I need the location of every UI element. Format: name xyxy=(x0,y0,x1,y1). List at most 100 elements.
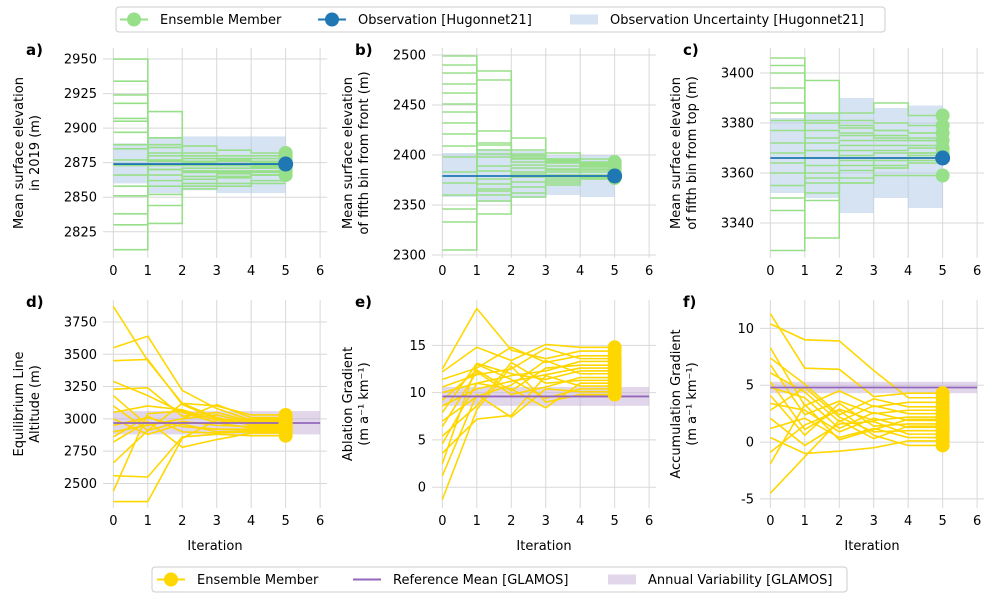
legend-label: Observation Uncertainty [Hugonnet21] xyxy=(610,13,864,28)
x-tick-label: 4 xyxy=(904,264,912,279)
y-axis-label: Mean surface elevationin 2019 (m) xyxy=(12,77,43,229)
legend-item: Observation Uncertainty [Hugonnet21] xyxy=(570,13,864,28)
ensemble-series-line xyxy=(441,364,615,401)
ensemble-series-line xyxy=(442,346,615,381)
ensemble-series-line xyxy=(442,168,615,251)
y-tick-label: 10 xyxy=(737,322,754,337)
y-axis-label-line: Equilibrium Line xyxy=(12,352,27,457)
ensemble-series-line xyxy=(770,134,943,252)
plot-area xyxy=(113,58,294,251)
ensemble-final-marker xyxy=(607,157,622,171)
y-axis-label: Accumulation Gradient(m a⁻¹ km⁻¹) xyxy=(669,329,700,478)
x-tick-label: 6 xyxy=(645,264,653,279)
ensemble-series-line xyxy=(441,382,615,445)
x-tick-label: 1 xyxy=(801,264,809,279)
y-tick-label: 3340 xyxy=(721,217,754,232)
panel-letter: a) xyxy=(26,41,43,59)
y-axis-label-line: in 2019 (m) xyxy=(28,115,43,191)
ensemble-series-line xyxy=(113,131,286,176)
x-tick-label: 2 xyxy=(835,514,843,529)
legend-label: Ensemble Member xyxy=(197,573,319,588)
x-tick-label: 0 xyxy=(109,264,117,279)
x-tick-label: 4 xyxy=(576,264,584,279)
panel-letter: c) xyxy=(683,41,699,59)
y-axis-label: Mean surface elevationof fifth bin from … xyxy=(669,76,700,230)
y-axis-label: Ablation Gradient(m a⁻¹ km⁻¹) xyxy=(341,347,372,461)
x-tick-label: 0 xyxy=(766,514,774,529)
ensemble-series-line xyxy=(441,362,615,413)
observation-marker xyxy=(935,150,951,166)
ensemble-series-line xyxy=(769,313,943,398)
x-tick-label: 3 xyxy=(542,264,550,279)
x-tick-label: 5 xyxy=(939,514,947,529)
y-tick-label: 0 xyxy=(418,481,426,496)
x-tick-label: 3 xyxy=(542,514,550,529)
x-tick-label: 1 xyxy=(144,264,152,279)
y-tick-label: 2300 xyxy=(393,249,426,264)
observation-marker xyxy=(278,156,294,172)
ensemble-series-line xyxy=(769,364,943,416)
ensemble-final-marker xyxy=(935,168,950,183)
x-tick-label: 3 xyxy=(870,514,878,529)
y-axis-label-line: Altitude (m) xyxy=(28,365,43,443)
y-axis-label-line: (m a⁻¹ km⁻¹) xyxy=(685,362,700,445)
legend-marker xyxy=(164,572,178,587)
ensemble-series-line xyxy=(442,64,615,163)
legend-label: Observation [Hugonnet21] xyxy=(358,13,532,28)
ensemble-final-marker xyxy=(935,108,950,123)
legend-marker xyxy=(127,12,141,27)
legend-top: Ensemble Member Observation [Hugonnet21] O… xyxy=(115,6,886,33)
y-tick-label: 3250 xyxy=(64,380,97,395)
x-tick-label: 5 xyxy=(611,264,619,279)
ensemble-series-line xyxy=(442,55,615,160)
grid xyxy=(760,300,984,508)
ensemble-series-line xyxy=(441,388,615,477)
x-tick-label: 1 xyxy=(473,264,481,279)
ensemble-series-line xyxy=(441,363,615,464)
x-tick-label: 2 xyxy=(178,264,186,279)
panel-letter: f) xyxy=(683,293,696,311)
x-tick-label: 1 xyxy=(473,514,481,529)
x-tick-label: 6 xyxy=(973,264,981,279)
x-tick-label: 2 xyxy=(835,264,843,279)
ensemble-series-line xyxy=(113,171,286,251)
panels: 0 1 2 3 4 5 6 2825 2850 2875 2900 2925 2950 a) Mean su… xyxy=(12,41,984,554)
panel-letter: d) xyxy=(26,293,44,311)
plot-area xyxy=(769,313,978,494)
legend-label: Reference Mean [GLAMOS] xyxy=(393,573,569,588)
x-tick-label: 1 xyxy=(144,514,152,529)
x-tick-label: 5 xyxy=(282,514,290,529)
y-tick-label: -5 xyxy=(741,492,754,507)
y-axis-label-line: Mean surface elevation xyxy=(669,77,684,229)
ensemble-final-marker xyxy=(278,428,293,443)
y-tick-label: 2900 xyxy=(64,122,97,137)
ensemble-series-line xyxy=(770,323,943,399)
y-tick-label: 3380 xyxy=(721,117,754,132)
y-tick-label: 10 xyxy=(409,386,426,401)
ensemble-final-marker xyxy=(935,419,950,434)
legend-item: Annual Variability [GLAMOS] xyxy=(608,573,832,588)
panel-a: 0 1 2 3 4 5 6 2825 2850 2875 2900 2925 2950 a) Mean su… xyxy=(12,41,327,279)
x-tick-label: 6 xyxy=(973,514,981,529)
observation-marker xyxy=(607,168,623,184)
y-tick-label: 3400 xyxy=(721,67,754,82)
x-tick-label: 0 xyxy=(766,264,774,279)
legend-label: Ensemble Member xyxy=(160,13,282,28)
legend-item: Reference Mean [GLAMOS] xyxy=(353,573,569,588)
ensemble-series-line xyxy=(442,142,615,196)
panel-f: 0 1 2 3 4 5 6 -5 0 5 10 f) Accumulation Gradient(m a… xyxy=(669,293,984,554)
x-axis-label: Iteration xyxy=(844,539,899,554)
legend-item: Ensemble Member xyxy=(120,12,282,28)
ensemble-series-line xyxy=(112,415,286,438)
y-tick-label: 2850 xyxy=(64,191,97,206)
x-tick-label: 0 xyxy=(109,514,117,529)
panel-c: 0 1 2 3 4 5 6 3340 3360 3380 3400 c) Mean surface el… xyxy=(669,41,984,279)
y-axis-label: Mean surface elevationof fifth bin from … xyxy=(341,71,372,234)
y-tick-label: 2400 xyxy=(393,149,426,164)
y-tick-label: 0 xyxy=(746,436,754,451)
ensemble-series-line xyxy=(442,347,615,388)
y-tick-label: 15 xyxy=(409,339,426,354)
ensemble-series-line xyxy=(112,306,286,427)
x-tick-label: 0 xyxy=(438,264,446,279)
